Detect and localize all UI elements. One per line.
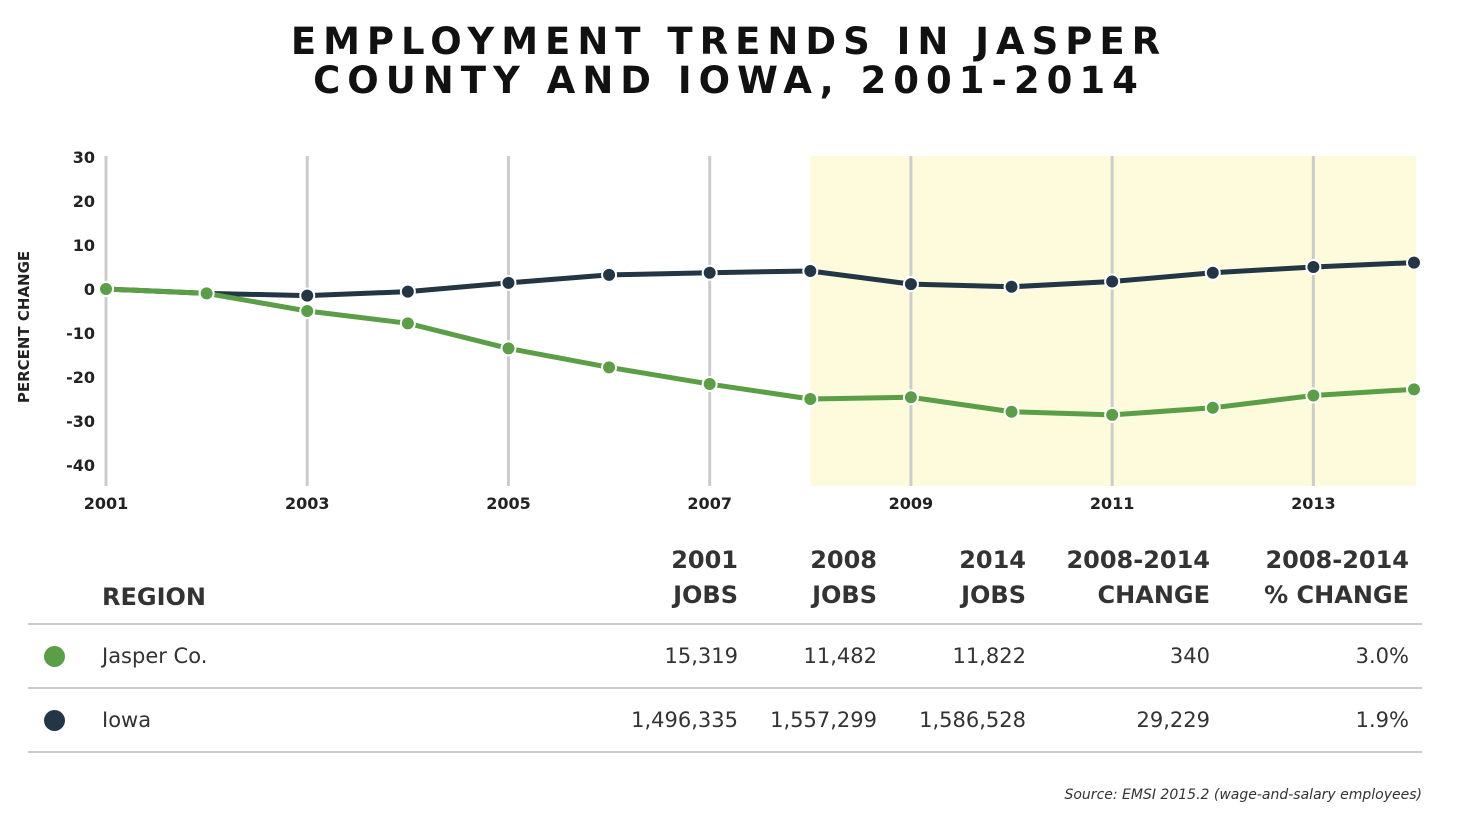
header-2008-jobs-line-2: JOBS [812, 581, 877, 609]
row-change: 340 [1169, 644, 1210, 668]
header-pct-change-line-1: 2008-2014 [1265, 546, 1409, 574]
x-tick-label: 2009 [889, 494, 934, 513]
x-tick-label: 2007 [687, 494, 732, 513]
row-2001-jobs: 15,319 [664, 644, 738, 668]
line-chart: 2001 2003 2005 2007 2009 2011 2013 30 20 10 0 -10 -2… [66, 148, 1422, 513]
y-tick-label: -20 [66, 368, 95, 387]
header-2008-jobs: 2008 JOBS [810, 543, 877, 613]
x-tick-label: 2011 [1090, 494, 1135, 513]
jasper-co-data-point [1003, 403, 1020, 420]
x-tick-label: 2003 [285, 494, 330, 513]
jasper-co-data-point [500, 340, 517, 357]
jasper-co-data-point [198, 285, 215, 302]
y-tick-label: 10 [73, 236, 95, 255]
row-2008-jobs: 11,482 [803, 644, 877, 668]
y-tick-label: -40 [66, 456, 95, 475]
header-2014-jobs-line-1: 2014 [959, 546, 1026, 574]
jasper-co-data-point [601, 359, 618, 376]
y-tick-label: 20 [73, 192, 95, 211]
iowa-data-point [802, 262, 819, 279]
header-2014-jobs-line-2: JOBS [961, 581, 1026, 609]
row-region: Iowa [102, 708, 152, 732]
header-2008-jobs-line-1: 2008 [810, 546, 877, 574]
row-pct-change: 3.0% [1355, 644, 1409, 668]
header-pct-change: 2008-2014 % CHANGE [1264, 543, 1409, 613]
header-pct-change-line-2: % CHANGE [1264, 581, 1409, 609]
iowa-data-point [500, 274, 517, 291]
row-region: Jasper Co. [102, 644, 208, 668]
jasper-co-data-point [1406, 381, 1422, 398]
y-tick-label: 0 [84, 280, 95, 299]
jasper-legend-dot-icon [44, 646, 65, 667]
iowa-data-point [1003, 278, 1020, 295]
header-2001-jobs-line-2: JOBS [673, 581, 738, 609]
iowa-data-point [399, 283, 416, 300]
header-2001-jobs-line-1: 2001 [671, 546, 738, 574]
iowa-data-point [601, 266, 618, 283]
header-region: REGION [102, 583, 206, 611]
y-tick-label: -30 [66, 412, 95, 431]
jasper-co-data-point [701, 376, 718, 393]
jasper-co-data-point [98, 281, 114, 297]
y-tick-label: -10 [66, 324, 95, 343]
iowa-data-point [701, 264, 718, 281]
jasper-co-data-point [299, 303, 316, 319]
x-tick-label: 2001 [84, 494, 129, 513]
chart-title-line-1: EMPLOYMENT TRENDS IN JASPER [290, 20, 1168, 63]
row-2014-jobs: 11,822 [952, 644, 1026, 668]
row-change: 29,229 [1136, 708, 1210, 732]
header-2001-jobs: 2001 JOBS [671, 543, 738, 613]
iowa-series-line [103, 260, 1417, 299]
iowa-data-point [1204, 264, 1221, 281]
chart-title: EMPLOYMENT TRENDS IN JASPER COUNTY AND I… [0, 22, 1458, 100]
jasper-co-series-line [103, 286, 1417, 418]
table-header: REGION 2001 JOBS 2008 JOBS 2014 JOBS 200… [28, 545, 1422, 625]
iowa-data-point [1305, 259, 1322, 275]
jasper-co-data-point [902, 389, 919, 406]
jasper-co-data-point [1305, 387, 1322, 404]
x-tick-label: 2013 [1291, 494, 1336, 513]
header-change-line-2: CHANGE [1097, 581, 1210, 609]
iowa-data-point [299, 287, 316, 304]
y-axis-label: PERCENT CHANGE [15, 250, 33, 404]
row-2001-jobs: 1,496,335 [631, 708, 738, 732]
row-2008-jobs: 1,557,299 [770, 708, 877, 732]
jobs-table: REGION 2001 JOBS 2008 JOBS 2014 JOBS 200… [28, 545, 1422, 753]
table-row: Iowa 1,496,335 1,557,299 1,586,528 29,22… [28, 689, 1422, 753]
iowa-legend-dot-icon [44, 710, 65, 731]
iowa-data-point [1406, 254, 1422, 271]
iowa-data-point [1104, 273, 1121, 290]
header-change-line-1: 2008-2014 [1066, 546, 1210, 574]
row-pct-change: 1.9% [1355, 708, 1409, 732]
jasper-co-data-point [399, 315, 416, 332]
y-tick-label: 30 [73, 148, 95, 167]
x-tick-label: 2005 [486, 494, 531, 513]
table-row: Jasper Co. 15,319 11,482 11,822 340 3.0% [28, 625, 1422, 689]
chart-title-line-2: COUNTY AND IOWA, 2001-2014 [313, 59, 1145, 102]
jasper-co-data-point [1204, 399, 1221, 416]
header-2014-jobs: 2014 JOBS [959, 543, 1026, 613]
header-change: 2008-2014 CHANGE [1066, 543, 1210, 613]
jasper-co-data-point [1104, 406, 1121, 423]
jasper-co-data-point [802, 391, 819, 407]
iowa-data-point [902, 276, 919, 293]
source-note: Source: EMSI 2015.2 (wage-and-salary emp… [1064, 787, 1422, 803]
row-2014-jobs: 1,586,528 [919, 708, 1026, 732]
